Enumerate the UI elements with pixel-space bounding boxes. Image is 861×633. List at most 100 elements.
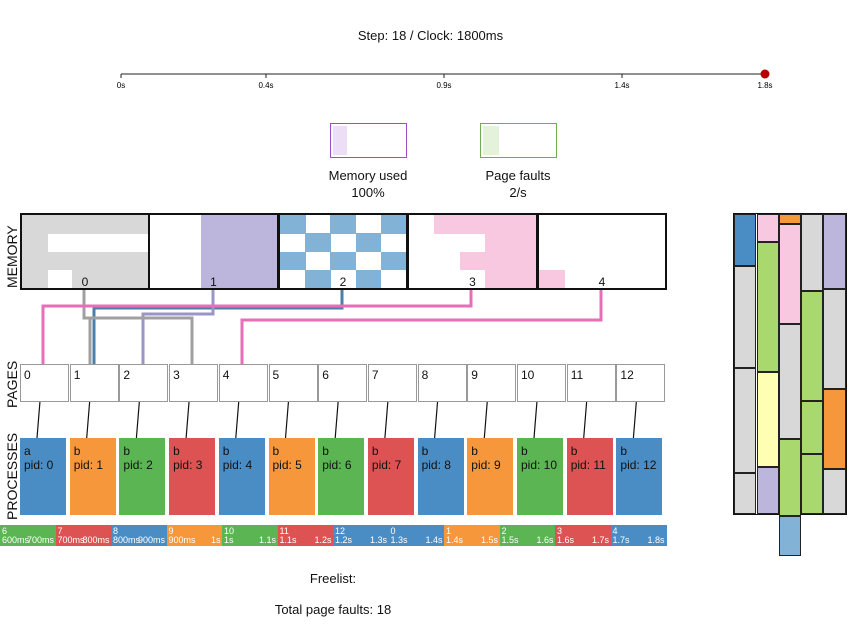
disk-block	[801, 454, 823, 514]
disk-block	[823, 389, 846, 469]
process-card[interactable]: b pid: 8	[417, 438, 464, 515]
process-card[interactable]: b pid: 2	[119, 438, 166, 515]
memory-cell	[122, 215, 148, 234]
process-pid: pid: 9	[471, 458, 501, 472]
process-card[interactable]: b pid: 11	[566, 438, 613, 515]
schedule-pid: 9	[168, 526, 174, 536]
process-card[interactable]: b pid: 6	[318, 438, 365, 515]
schedule-pid: 11	[279, 526, 289, 536]
timeline-handle[interactable]	[760, 69, 770, 79]
disk-block	[734, 368, 756, 473]
timeline-slider[interactable]: 0s 0.4s 0.9s 1.4s 1.8s	[0, 60, 861, 100]
process-card[interactable]: a pid: 0	[20, 438, 66, 515]
disk-block	[801, 214, 823, 291]
process-pid: pid: 8	[421, 458, 451, 472]
memory-cell	[434, 215, 461, 234]
memory-cell	[459, 215, 486, 234]
schedule-end: 1.4s	[425, 535, 443, 545]
page-entry[interactable]: 2	[119, 364, 169, 402]
memory-cell	[485, 233, 512, 252]
memory-cell	[380, 215, 406, 234]
disk-block	[757, 372, 779, 467]
process-pid: pid: 1	[73, 458, 104, 472]
schedule-start: 800ms	[113, 535, 141, 545]
process-pid: pid: 6	[322, 458, 352, 472]
process-card[interactable]: b pid: 3	[169, 438, 216, 515]
page-entry[interactable]: 6	[318, 364, 368, 402]
schedule-pid: 7	[57, 526, 63, 536]
page-faults-value: 2/s	[509, 185, 527, 200]
memory-used-gauge	[330, 123, 407, 158]
schedule-start: 1s	[224, 535, 234, 545]
page-entry[interactable]: 3	[169, 364, 219, 402]
process-card[interactable]: b pid: 5	[268, 438, 315, 515]
disk-block	[734, 214, 756, 266]
memory-cell	[226, 269, 253, 288]
page-entry[interactable]: 11	[566, 364, 616, 402]
memory-cell	[97, 251, 124, 271]
process-card[interactable]: b pid: 9	[467, 438, 514, 515]
schedule-pid: 8	[113, 526, 119, 536]
page-entry[interactable]: 7	[367, 364, 417, 402]
page-entry[interactable]: 8	[417, 364, 467, 402]
memory-cell	[22, 251, 48, 271]
schedule-slot: 3 1.6s 1.7s	[555, 525, 611, 546]
schedule-end: 1.1s	[258, 535, 276, 545]
process-card[interactable]: b pid: 4	[218, 438, 265, 515]
disk-block	[801, 291, 823, 401]
memory-cell	[226, 215, 253, 234]
memory-frame	[20, 213, 150, 290]
memory-cell	[200, 233, 227, 252]
process-card[interactable]: b pid: 1	[69, 438, 116, 515]
memory-cell	[251, 251, 277, 271]
disk-view	[733, 213, 847, 556]
process-page-link	[384, 400, 389, 439]
page-entry[interactable]: 0	[20, 364, 69, 402]
schedule-end: 1.8s	[647, 535, 665, 545]
process-card[interactable]: b pid: 12	[616, 438, 663, 515]
freelist-label: Freelist:	[309, 571, 357, 586]
process-page-link	[235, 400, 240, 439]
memory-cell	[539, 269, 565, 288]
page-entry[interactable]: 4	[218, 364, 268, 402]
process-pid: pid: 4	[222, 458, 253, 472]
timeline-tick-label: 0.4s	[258, 81, 273, 90]
schedule-start: 1.4s	[446, 535, 464, 545]
schedule-start: 1.6s	[557, 535, 575, 545]
schedule-pid: 3	[557, 526, 563, 536]
process-pid: pid: 0	[24, 458, 54, 472]
process-page-link	[185, 400, 190, 439]
disk-block	[734, 266, 756, 368]
schedule-end: 900ms	[137, 535, 165, 545]
timeline-tick-label: 1.8s	[757, 81, 772, 90]
process-card[interactable]: b pid: 7	[367, 438, 414, 515]
timeline-tick-label: 0s	[117, 81, 125, 90]
schedule-slot: 10 1s 1.1s	[222, 525, 278, 546]
memory-cell	[485, 269, 512, 288]
memory-cell	[200, 269, 227, 288]
page-faults-gauge-fill	[483, 126, 499, 155]
memory-cell	[122, 251, 148, 271]
memory-cell	[280, 215, 306, 234]
page-entry[interactable]: 10	[517, 364, 566, 402]
schedule-start: 1.2s	[335, 535, 353, 545]
process-pid: pid: 3	[173, 458, 203, 472]
page-entry[interactable]: 9	[467, 364, 517, 402]
memory-cell	[280, 251, 306, 271]
memory-frame-id: 0	[81, 275, 89, 289]
process-card[interactable]: b pid: 10	[517, 438, 563, 515]
process-name: b	[123, 444, 131, 458]
memory-cell	[200, 251, 227, 271]
memory-cell	[97, 215, 124, 234]
process-name: a	[24, 444, 31, 458]
page-entry[interactable]: 12	[616, 364, 666, 402]
process-pid: pid: 2	[123, 458, 153, 472]
page-entry[interactable]: 1	[69, 364, 119, 402]
page-entry[interactable]: 5	[268, 364, 318, 402]
schedule-pid: 2	[501, 526, 507, 536]
memory-cell	[200, 215, 227, 234]
memory-used-label: Memory used	[328, 168, 408, 183]
schedule-slot: 9 900ms 1s	[166, 525, 223, 546]
process-pid: pid: 12	[620, 458, 657, 472]
memory-used-value: 100%	[351, 185, 385, 200]
